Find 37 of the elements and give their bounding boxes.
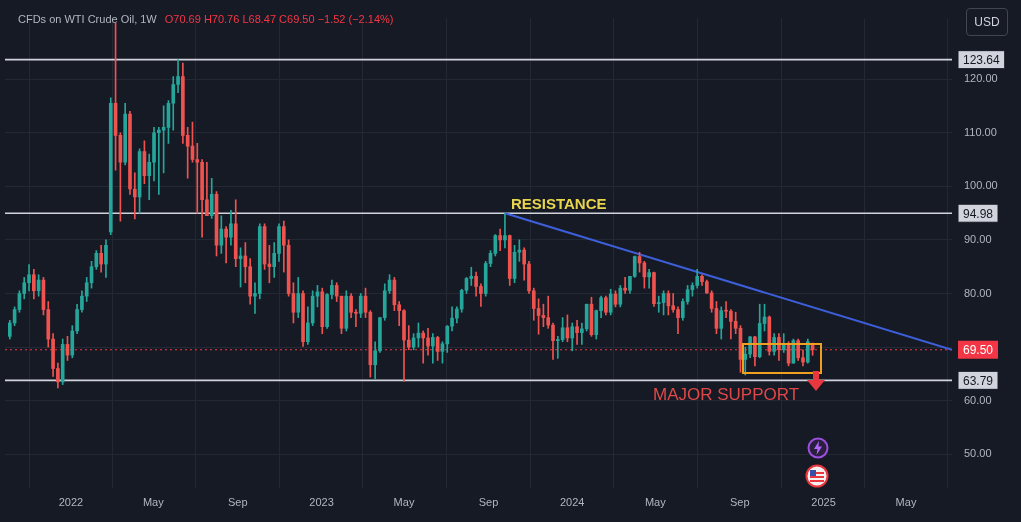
candlestick — [195, 143, 200, 214]
y-tick-label: 80.00 — [964, 286, 992, 299]
x-tick-label: Sep — [478, 495, 499, 508]
annotation: RESISTANCE — [510, 194, 607, 212]
candlestick — [421, 330, 426, 364]
x-tick-label: Sep — [730, 495, 750, 508]
y-tick-label: 100.00 — [964, 179, 998, 192]
candlestick — [498, 228, 502, 251]
candlestick — [623, 277, 627, 294]
x-tick-label: 2024 — [560, 495, 585, 508]
x-tick-label: May — [142, 495, 165, 508]
y-tick-label: 50.00 — [964, 447, 992, 460]
x-tick-label: May — [393, 495, 415, 508]
x-tick-label: Sep — [228, 495, 248, 508]
candlestick — [580, 322, 584, 345]
y-tick-label: 110.00 — [964, 125, 997, 138]
chart-subtitle: O70.69 H70.76 L68.47 C69.50 −1.52 (−2.14%) — [164, 13, 394, 26]
y-tick-label: 120.00 — [964, 72, 998, 85]
x-tick-label: May — [895, 495, 917, 508]
x-tick-label: May — [644, 495, 667, 508]
y-axis-title: USD — [966, 8, 1008, 36]
x-tick-label: 2022 — [58, 495, 84, 508]
chart-title: CFDs on WTI Crude Oil, 1W — [18, 13, 158, 26]
ref-line-label: 123.64 — [963, 52, 1001, 67]
candlestick — [546, 295, 551, 329]
ref-line-label: 94.98 — [963, 206, 994, 221]
candlestick — [656, 295, 661, 313]
candlestick — [224, 226, 228, 264]
y-tick-label: 90.00 — [964, 232, 992, 245]
candlestick — [503, 212, 507, 249]
x-tick-label: 2023 — [309, 495, 334, 508]
x-tick-label: 2025 — [811, 495, 836, 508]
annotation: MAJOR SUPPORT — [653, 384, 800, 404]
ref-line-label: 63.79 — [963, 373, 994, 388]
y-tick-label: 60.00 — [964, 393, 992, 406]
ref-line-label: 69.50 — [963, 343, 994, 358]
candlestick — [132, 172, 137, 220]
